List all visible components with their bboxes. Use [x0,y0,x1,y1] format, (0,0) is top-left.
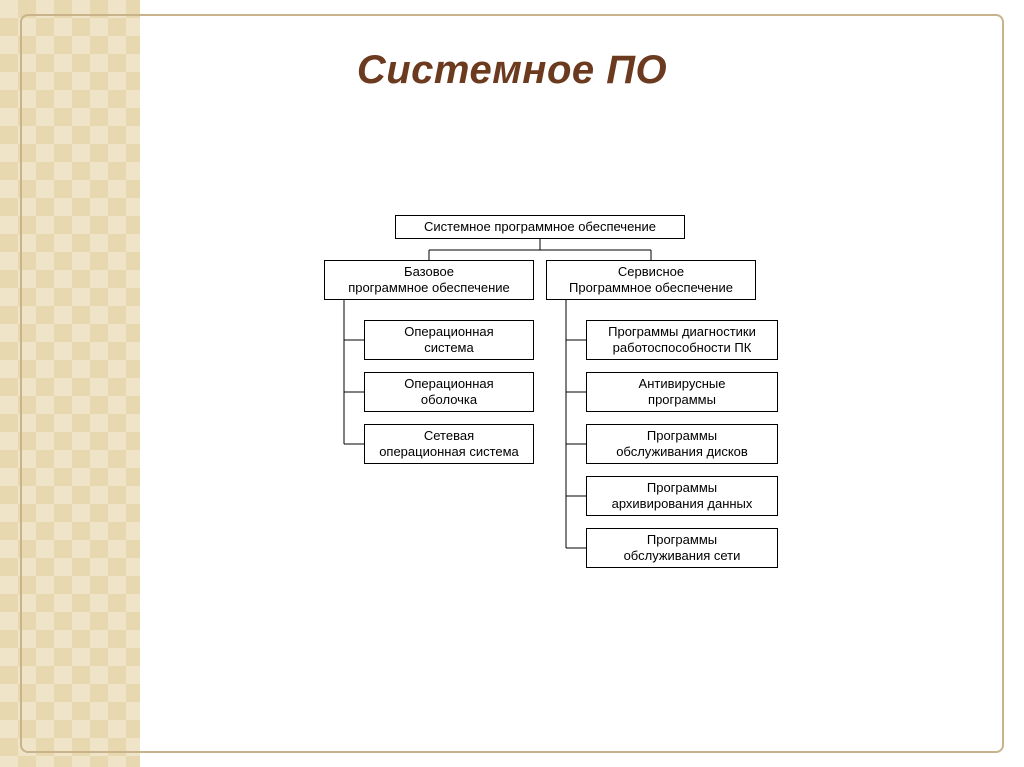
node-base: Базовое программное обеспечение [324,260,534,300]
node-diskserv: Программы обслуживания дисков [586,424,778,464]
node-diag: Программы диагностики работоспособности … [586,320,778,360]
node-netos: Сетевая операционная система [364,424,534,464]
slide: Системное ПО Системное программное обесп… [0,0,1024,767]
node-shell: Операционная оболочка [364,372,534,412]
node-archive: Программы архивирования данных [586,476,778,516]
node-service: Сервисное Программное обеспечение [546,260,756,300]
hierarchy-diagram: Системное программное обеспечение Базовое… [0,0,1024,767]
node-netserv: Программы обслуживания сети [586,528,778,568]
node-root: Системное программное обеспечение [395,215,685,239]
node-os: Операционная система [364,320,534,360]
node-antivirus: Антивирусные программы [586,372,778,412]
